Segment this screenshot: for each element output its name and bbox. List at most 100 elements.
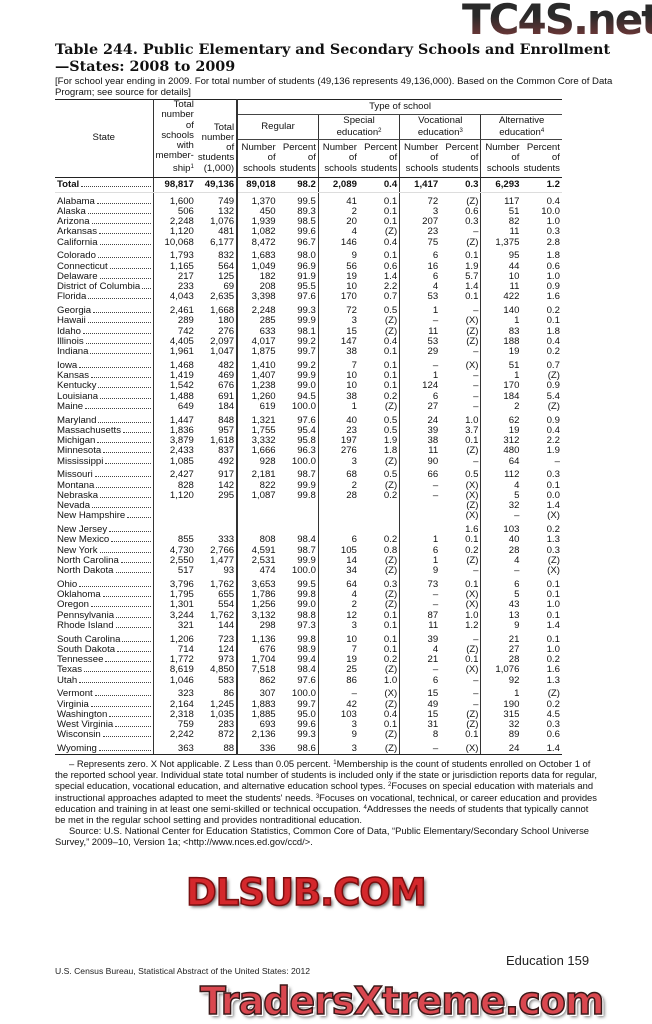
- cell-state: Indiana: [55, 347, 154, 358]
- cell-total-schools: 1,961: [169, 346, 194, 358]
- cell-alternative-number: 4: [514, 479, 520, 491]
- cell-special-number: 170: [340, 291, 357, 303]
- state-name: Delaware: [57, 271, 98, 282]
- cell-special-number: 10: [346, 633, 357, 645]
- cell-vocational-percent: (X): [440, 490, 482, 502]
- cell-vocational-percent: –: [440, 391, 482, 402]
- cell-vocational-percent: (Z): [440, 709, 482, 721]
- cell-special-percent: 0.2: [358, 535, 401, 546]
- cell-alternative-number: –: [514, 510, 520, 522]
- state-label: Michigan: [57, 436, 151, 446]
- cell-state: South Carolina: [55, 631, 154, 645]
- header-number: Number of schools: [237, 139, 278, 179]
- dot-leader: [111, 541, 151, 543]
- cell-vocational-number: 53: [427, 291, 439, 303]
- table-row: Kansas 1,419 469 1,407 99.9 10 0.1 1–1 (Z): [55, 370, 562, 382]
- table-row: Arkansas 1,120 481 1,082 99.6 4 (Z) 23– 11 0.3: [55, 226, 562, 238]
- table-row: Washington 2,318 1,035 1,885 95.0 103 0.4 15 (Z)…: [55, 708, 562, 721]
- cell-regular-percent: 98.4: [277, 665, 319, 676]
- dot-leader: [102, 736, 151, 738]
- cell-total-students: 184: [195, 401, 239, 413]
- cell-vocational-percent: 0.5: [440, 466, 482, 481]
- cell-special-number: 19: [346, 654, 357, 666]
- cell-alternative-number: 82: [508, 216, 520, 228]
- cell-special-percent: (Z): [358, 316, 401, 327]
- cell-special-number: 64: [346, 578, 357, 590]
- cell-special-percent: 0.5: [358, 412, 401, 426]
- state-name: Kansas: [57, 371, 89, 382]
- cell-alternative-percent: 0.1: [546, 633, 560, 645]
- state-name: Oregon: [57, 600, 89, 611]
- state-label: Utah: [57, 676, 151, 686]
- cell-vocational-percent: (X): [440, 600, 482, 611]
- state-name: Florida: [57, 292, 87, 303]
- cell-special-percent: 1.0: [358, 675, 401, 686]
- dot-leader: [79, 681, 151, 683]
- cell-vocational-percent: 1.9: [440, 261, 482, 272]
- dot-leader: [97, 257, 151, 259]
- table-row: Louisiana 1,488 691 1,260 94.5 38 0.2 6– 184 5.4: [55, 391, 562, 402]
- table-body: Total 98,817 49,136 89,018 98.2 2,089 0.4 1,417…: [55, 177, 562, 756]
- cell-special-percent: 0.1: [358, 644, 401, 656]
- cell-regular-number: 1,885: [251, 708, 276, 720]
- cell-alternative-percent: 0.9: [546, 414, 560, 426]
- cell-total-schools: 3,796: [169, 578, 194, 590]
- cell-regular-percent: 99.3: [277, 730, 319, 741]
- dot-leader: [142, 288, 151, 290]
- cell-vocational-number: 207: [422, 216, 439, 228]
- cell-vocational-number: 11: [428, 445, 439, 457]
- cell-total-students: 482: [195, 357, 239, 372]
- cell-total-students: 276: [195, 326, 239, 337]
- cell-regular-number: 1,087: [251, 489, 276, 501]
- header-type-of-school: Type of school: [237, 99, 562, 115]
- table-row: District of Columbia 233 69 208 95.5 10 2.2 4 1.…: [55, 281, 562, 293]
- cell-state: Utah: [55, 675, 154, 686]
- cell-total-students: 2,097: [195, 336, 239, 348]
- cell-regular-number: 693: [259, 719, 276, 731]
- cell-state: Connecticut: [55, 261, 154, 272]
- cell-total-students: 564: [195, 261, 239, 272]
- cell-special-percent: 0.5: [358, 466, 401, 481]
- cell-special-number: 10: [346, 281, 357, 293]
- cell-vocational-percent: (Z): [440, 555, 482, 567]
- header-total-schools: Total number of schools with member- shi…: [153, 98, 196, 179]
- cell-state: Texas: [55, 665, 154, 676]
- dot-leader: [81, 185, 151, 187]
- cell-vocational-number: 90: [427, 455, 439, 467]
- cell-state: New Mexico: [55, 535, 154, 546]
- dot-leader: [94, 695, 151, 697]
- cell-vocational-number: 6: [432, 674, 439, 686]
- cell-vocational-number: 8: [432, 729, 439, 741]
- cell-vocational-number: 24: [427, 414, 439, 426]
- cell-alternative-number: 5: [514, 589, 520, 601]
- state-name: Iowa: [57, 360, 78, 371]
- cell-regular-percent: 98.4: [277, 535, 319, 546]
- state-label: Nevada: [57, 501, 151, 511]
- state-label: Illinois: [57, 337, 151, 347]
- cell-total-students: 1,668: [195, 302, 239, 317]
- state-label: Iowa: [57, 361, 151, 371]
- state-label: Missouri: [57, 470, 151, 480]
- cell-alternative-number: 2: [514, 400, 520, 412]
- state-label: Pennsylvania: [57, 611, 151, 621]
- cell-vocational-percent: 1.0: [440, 610, 482, 621]
- cell-special-number: 20: [346, 216, 357, 228]
- header-vocational-education: Vocational education3: [399, 114, 482, 140]
- cell-vocational-percent: 0.1: [440, 576, 482, 591]
- cell-total-students: 655: [195, 589, 239, 601]
- cell-special-number: 4: [351, 226, 357, 238]
- table-row: Oregon 1,301 554 1,256 99.0 2 (Z) – (X) 43 1.0: [55, 600, 562, 611]
- cell-alternative-percent: 1.0: [546, 216, 560, 228]
- table-row: Missouri 2,427 917 2,181 98.7 68 0.5 66 0.5 112 0.…: [55, 466, 562, 481]
- header-percent: Percent of students: [277, 139, 319, 179]
- cell-total-students: 1,047: [195, 346, 239, 358]
- cell-alternative-number: 19: [508, 346, 520, 358]
- cell-special-number: 3: [351, 619, 357, 631]
- cell-alternative-percent: 0.3: [546, 719, 560, 731]
- dot-leader: [109, 715, 151, 717]
- cell-special-number: 41: [346, 195, 357, 207]
- cell-alternative-percent: 0.2: [546, 698, 560, 710]
- cell-special-percent: 2.2: [358, 281, 401, 293]
- table-row: New Mexico 855 333 808 98.4 6 0.2 1 0.1 40 1.3: [55, 535, 562, 546]
- cell-special-percent: (X): [358, 685, 401, 700]
